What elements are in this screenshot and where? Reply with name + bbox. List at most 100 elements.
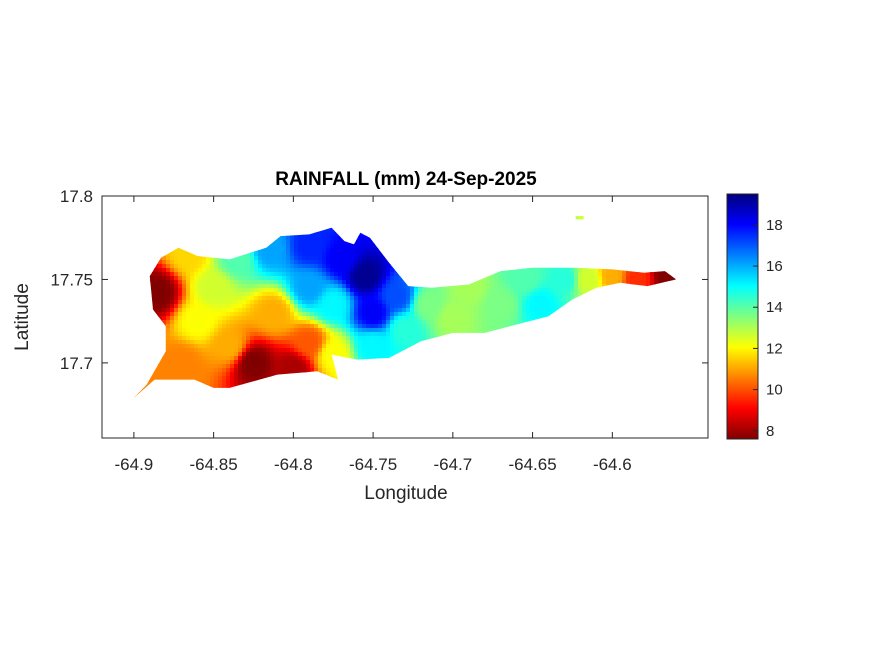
rainfall-cell [454,324,459,329]
rainfall-cell [222,276,227,281]
rainfall-cell [334,240,339,245]
rainfall-cell [290,272,295,277]
rainfall-cell [346,248,351,253]
rainfall-cell [266,260,271,265]
rainfall-cell [210,260,215,265]
rainfall-cell [162,280,167,285]
rainfall-cell [342,264,347,269]
rainfall-cell [310,272,315,277]
rainfall-cell [178,264,183,269]
rainfall-cell [310,308,315,313]
rainfall-cell [378,320,383,325]
rainfall-cell [182,268,187,273]
rainfall-cell [266,300,271,305]
rainfall-cell [586,276,591,281]
rainfall-cell [406,296,411,301]
rainfall-cell [306,308,311,313]
rainfall-cell [302,268,307,273]
rainfall-cell [350,292,355,297]
rainfall-cell [298,292,303,297]
rainfall-cell [338,276,343,281]
rainfall-cell [258,272,263,277]
rainfall-cell [490,292,495,297]
rainfall-cell [482,308,487,313]
rainfall-cell [198,256,203,261]
rainfall-cell [354,272,359,277]
rainfall-cell [554,272,559,277]
rainfall-cell [190,316,195,321]
rainfall-cell [174,288,179,293]
rainfall-cell [318,292,323,297]
rainfall-cell [242,260,247,265]
rainfall-cell [510,300,515,305]
rainfall-cell [242,296,247,301]
rainfall-cell [474,320,479,325]
rainfall-cell [390,280,395,285]
rainfall-cell [418,308,423,313]
rainfall-cell [442,308,447,313]
rainfall-cell [370,324,375,329]
rainfall-cell [254,312,259,317]
rainfall-cell [414,304,419,309]
rainfall-cell [426,316,431,321]
rainfall-cell [506,308,511,313]
rainfall-cell [346,292,351,297]
rainfall-cell [186,300,191,305]
rainfall-cell [478,324,483,329]
rainfall-cell [358,268,363,273]
rainfall-cell [246,256,251,261]
rainfall-cell [290,312,295,317]
rainfall-cell [186,252,191,257]
rainfall-cell [294,256,299,261]
rainfall-cell [450,316,455,321]
rainfall-cell [642,276,647,281]
rainfall-cell [294,300,299,305]
rainfall-cell [522,272,527,277]
rainfall-cell [226,324,231,329]
rainfall-cell [510,320,515,325]
rainfall-cell [322,284,327,289]
rainfall-cell [306,284,311,289]
rainfall-cell [514,284,519,289]
rainfall-cell [190,312,195,317]
rainfall-cell [646,276,651,281]
rainfall-cell [602,280,607,285]
rainfall-cell [278,308,283,313]
rainfall-cell [474,280,479,285]
rainfall-cell [354,288,359,293]
rainfall-cell [270,248,275,253]
rainfall-cell [318,252,323,257]
rainfall-cell [202,280,207,285]
rainfall-cell [210,300,215,305]
rainfall-cell [410,312,415,317]
rainfall-cell [422,300,427,305]
rainfall-cell [150,276,155,281]
rainfall-cell [358,272,363,277]
rainfall-cell [266,264,271,269]
rainfall-cell [638,280,643,285]
rainfall-cell [454,288,459,293]
rainfall-cell [422,304,427,309]
rainfall-cell [522,268,527,273]
rainfall-cell [578,268,583,273]
rainfall-cell [482,276,487,281]
rainfall-cell [370,312,375,317]
rainfall-cell [226,284,231,289]
rainfall-cell [334,276,339,281]
rainfall-cell [258,248,263,253]
rainfall-cell [606,280,611,285]
rainfall-cell [178,280,183,285]
rainfall-cell [394,288,399,293]
rainfall-cell [366,264,371,269]
rainfall-cell [426,288,431,293]
rainfall-cell [190,252,195,257]
rainfall-cell [218,312,223,317]
rainfall-cell [302,264,307,269]
rainfall-cell [454,316,459,321]
rainfall-cell [206,308,211,313]
rainfall-cell [318,260,323,265]
rainfall-cell [334,244,339,249]
rainfall-cell [254,320,259,325]
rainfall-cell [218,260,223,265]
rainfall-cell [350,276,355,281]
